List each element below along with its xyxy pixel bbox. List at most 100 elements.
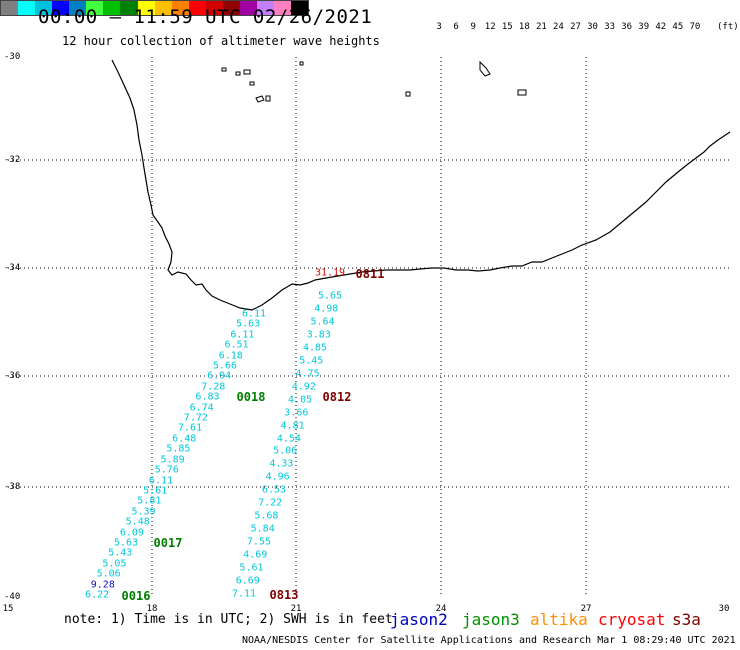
pass-id-label: 0813 bbox=[269, 588, 299, 602]
satellite-legend-cryosat: cryosat bbox=[598, 610, 666, 629]
wave-height-value: 5.64 bbox=[310, 316, 335, 328]
satellite-legend-s3a: s3a bbox=[672, 610, 701, 629]
wave-height-value: 5.76 bbox=[154, 464, 179, 476]
color-swatch bbox=[291, 1, 309, 15]
islands bbox=[221, 60, 527, 103]
map-frame bbox=[8, 57, 730, 597]
color-scale-label: 33 bbox=[604, 22, 616, 32]
wave-height-value: 7.61 bbox=[177, 422, 203, 434]
color-swatch bbox=[18, 1, 36, 15]
color-scale-label: 39 bbox=[638, 22, 650, 32]
wave-height-value: 31.19 bbox=[314, 267, 346, 279]
wave-height-value: 5.66 bbox=[212, 360, 237, 372]
wave-height-value: 5.06 bbox=[273, 445, 298, 457]
wave-height-value: 6.48 bbox=[172, 433, 197, 445]
wave-height-value: 5.85 bbox=[166, 443, 191, 455]
color-scale-label: 36 bbox=[621, 22, 633, 32]
wave-height-value: 6.09 bbox=[119, 527, 144, 539]
color-swatch bbox=[35, 1, 53, 15]
color-scale-unit: (ft) bbox=[717, 22, 739, 32]
wave-height-value: 7.22 bbox=[258, 497, 283, 509]
satellite-legend-jason2: jason2 bbox=[390, 610, 448, 629]
wave-height-value: 4.54 bbox=[276, 433, 301, 445]
wave-height-value: 4.05 bbox=[288, 394, 313, 406]
wave-height-value: 6.18 bbox=[218, 350, 243, 362]
pass-id-label: 0811 bbox=[355, 267, 385, 281]
longitude-label: 21 bbox=[290, 604, 302, 614]
wave-height-value: 6.11 bbox=[148, 475, 173, 487]
color-swatch bbox=[154, 1, 172, 15]
color-scale-label: 3 bbox=[436, 22, 442, 32]
wave-height-value: 5.68 bbox=[254, 510, 279, 522]
wave-height-value: 5.43 bbox=[108, 547, 133, 559]
color-scale-label: 70 bbox=[689, 22, 701, 32]
wave-height-value: 4.75 bbox=[295, 368, 320, 380]
wave-height-value: 5.61 bbox=[143, 485, 168, 497]
wave-height-value: 5.65 bbox=[317, 290, 343, 302]
color-scale-label: 45 bbox=[672, 22, 684, 32]
wave-height-value: 4.96 bbox=[265, 471, 290, 483]
color-scale-bar bbox=[0, 0, 309, 16]
wave-height-value: 6.69 bbox=[235, 575, 260, 587]
wave-height-value: 7.28 bbox=[201, 381, 226, 393]
color-scale-label: 30 bbox=[587, 22, 598, 32]
wave-height-value: 5.84 bbox=[250, 523, 275, 535]
color-swatch bbox=[103, 1, 121, 15]
graticule bbox=[8, 57, 730, 597]
satellite-legend-altika: altika bbox=[530, 610, 588, 629]
coastline bbox=[111, 59, 731, 311]
latitude-label: -38 bbox=[4, 482, 21, 492]
wave-height-value: 6.83 bbox=[195, 391, 220, 403]
color-scale-label: 9 bbox=[470, 22, 476, 32]
wave-height-value: 9.28 bbox=[90, 579, 115, 591]
wave-height-value: 6.11 bbox=[230, 329, 255, 341]
wave-height-value: 6.74 bbox=[189, 402, 214, 414]
wave-height-value: 6.22 bbox=[84, 589, 110, 601]
legend-note: note: 1) Time is in UTC; 2) SWH is in fe… bbox=[64, 612, 393, 627]
pass-id-label: 0812 bbox=[322, 390, 352, 404]
wave-height-value: 5.61 bbox=[239, 562, 264, 574]
wave-height-value: 5.63 bbox=[236, 318, 261, 330]
pass-id-label: 0017 bbox=[153, 536, 183, 550]
color-scale-label: 27 bbox=[570, 22, 581, 32]
color-scale-label: 6 bbox=[453, 22, 459, 32]
color-swatch bbox=[274, 1, 292, 15]
color-scale-label: 24 bbox=[553, 22, 564, 32]
wave-height-value: 7.11 bbox=[231, 588, 257, 600]
color-swatch bbox=[86, 1, 104, 15]
color-scale-label: 21 bbox=[535, 22, 547, 32]
color-swatch bbox=[1, 1, 19, 15]
pass-id-label: 0018 bbox=[236, 390, 266, 404]
wave-height-value: 5.06 bbox=[96, 568, 121, 580]
wave-height-value: 5.48 bbox=[125, 516, 150, 528]
map-subtitle: 12 hour collection of altimeter wave hei… bbox=[62, 34, 380, 48]
color-swatch bbox=[137, 1, 155, 15]
wave-height-value: 4.81 bbox=[280, 420, 305, 432]
wave-height-value: 5.39 bbox=[131, 506, 156, 518]
wave-height-value: 6.11 bbox=[241, 308, 267, 320]
pass-id-label: 0016 bbox=[121, 589, 151, 603]
color-scale-label: 12 bbox=[484, 22, 496, 32]
wave-height-value: 5.45 bbox=[299, 355, 324, 367]
latitude-label: -36 bbox=[4, 371, 21, 381]
wave-height-value: 4.33 bbox=[269, 458, 294, 470]
wave-height-value: 5.63 bbox=[114, 537, 139, 549]
wave-height-value: 5.05 bbox=[102, 558, 127, 570]
longitude-label: 30 bbox=[718, 604, 730, 614]
longitude-label: 15 bbox=[2, 604, 14, 614]
color-swatch bbox=[171, 1, 189, 15]
wave-height-value: 4.98 bbox=[314, 303, 339, 315]
longitude-label: 24 bbox=[435, 604, 447, 614]
wave-height-value: 5.89 bbox=[160, 454, 185, 466]
credit-line: NOAA/NESDIS Center for Satellite Applica… bbox=[242, 635, 736, 646]
map-title: 00:00 – 11:59 UTC 02/26/2021 bbox=[38, 6, 373, 28]
color-swatch bbox=[239, 1, 257, 15]
color-swatch bbox=[256, 1, 274, 15]
color-swatch bbox=[222, 1, 240, 15]
wave-height-value: 5.81 bbox=[137, 495, 162, 507]
wave-height-value: 3.83 bbox=[306, 329, 331, 341]
wave-height-value: 3.66 bbox=[284, 407, 309, 419]
wave-height-value: 7.72 bbox=[183, 412, 208, 424]
wave-height-value: 6.51 bbox=[224, 339, 249, 351]
